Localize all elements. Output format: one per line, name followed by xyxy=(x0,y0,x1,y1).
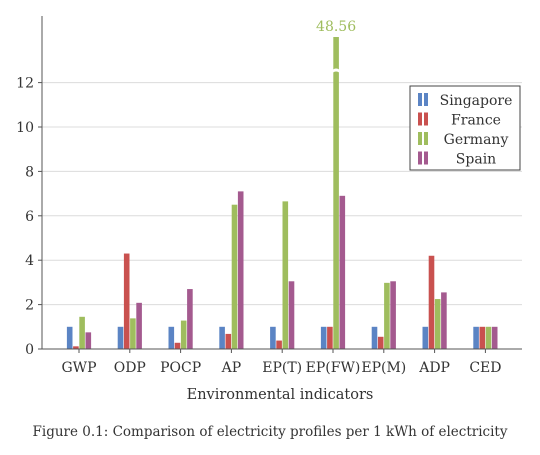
data-label-off-scale: 48.56 xyxy=(316,19,356,35)
bar-spain-gwp xyxy=(85,332,92,349)
figure-caption: Figure 0.1: Comparison of electricity pr… xyxy=(32,424,508,440)
x-tick-label: EP(FW) xyxy=(306,360,361,376)
bar-germany-odp xyxy=(130,318,136,349)
axes: 0 2 4 6 8 10 12 GWP ODP POCP AP EP(T) EP(FW) EP(M) ADP… xyxy=(16,16,522,403)
axis-break-mark xyxy=(331,68,341,74)
bar-france-gwp xyxy=(73,346,79,349)
legend-swatch xyxy=(418,93,422,106)
bar-spain-epm xyxy=(390,281,396,349)
y-tick-label: 6 xyxy=(25,209,34,225)
bar-singapore-odp xyxy=(117,326,124,349)
bar-france-adp xyxy=(428,255,435,349)
legend-swatch xyxy=(418,112,422,126)
bar-germany-pocp xyxy=(180,320,187,349)
bar-singapore-epfw xyxy=(320,326,327,349)
x-tick-label: ADP xyxy=(418,360,450,376)
bars xyxy=(66,37,498,349)
bar-france-ced xyxy=(479,326,486,349)
bar-singapore-pocp xyxy=(168,326,175,349)
bar-singapore-ept xyxy=(270,326,276,349)
y-tick-label: 10 xyxy=(16,120,34,136)
bar-singapore-ced xyxy=(473,326,479,349)
bar-germany-gwp xyxy=(79,316,85,349)
bar-germany-epm xyxy=(384,282,390,349)
bar-germany-ap xyxy=(231,204,238,349)
bar-france-odp xyxy=(123,253,130,349)
legend-swatch xyxy=(424,151,428,165)
bar-spain-odp xyxy=(136,302,142,349)
bar-france-pocp xyxy=(174,342,181,349)
y-tick-label: 8 xyxy=(25,164,34,180)
bar-spain-ced xyxy=(491,326,498,349)
bar-france-ap xyxy=(225,333,232,349)
legend-box xyxy=(409,85,521,171)
y-tick-label: 2 xyxy=(25,298,34,314)
x-tick-label: EP(M) xyxy=(361,360,406,376)
bar-germany-adp xyxy=(434,299,441,349)
legend-swatch xyxy=(424,112,428,126)
bar-france-epfw xyxy=(327,326,333,349)
legend-label: France xyxy=(451,113,501,129)
legend-label: Singapore xyxy=(440,93,513,109)
legend-swatch xyxy=(418,132,422,145)
x-tick-label: POCP xyxy=(160,360,201,376)
x-tick-label: EP(T) xyxy=(262,360,302,376)
bar-spain-ap xyxy=(237,191,244,349)
y-tick-label: 12 xyxy=(16,76,34,92)
bar-spain-epfw xyxy=(339,195,346,349)
y-tick-label: 4 xyxy=(25,253,34,269)
bar-singapore-gwp xyxy=(66,326,73,349)
bar-singapore-epm xyxy=(371,326,378,349)
bar-spain-ept xyxy=(288,281,295,349)
x-tick-label: CED xyxy=(469,360,501,376)
x-tick-label: GWP xyxy=(62,360,97,376)
x-axis-title: Environmental indicators xyxy=(187,387,374,403)
bar-spain-adp xyxy=(441,292,447,349)
legend: Singapore France Germany Spain xyxy=(409,85,521,171)
legend-swatch xyxy=(424,132,428,145)
bar-germany-ced xyxy=(485,326,492,349)
x-tick-label: AP xyxy=(221,360,242,376)
legend-label: Spain xyxy=(456,152,496,168)
legend-swatch xyxy=(424,93,428,106)
bar-spain-pocp xyxy=(187,289,193,349)
bar-germany-epfw xyxy=(333,37,339,349)
bar-germany-ept xyxy=(282,201,289,349)
bar-chart: 0 2 4 6 8 10 12 GWP ODP POCP AP EP(T) EP(FW) EP(M) ADP… xyxy=(16,16,522,403)
legend-label: Germany xyxy=(444,132,509,148)
legend-swatch xyxy=(418,151,422,165)
bar-singapore-adp xyxy=(422,326,429,349)
annotations: 48.56 xyxy=(316,19,356,74)
bar-france-ept xyxy=(276,340,282,349)
y-tick-label: 0 xyxy=(25,342,34,358)
x-tick-label: ODP xyxy=(114,360,146,376)
bar-singapore-ap xyxy=(219,326,225,349)
bar-france-epm xyxy=(377,336,384,349)
